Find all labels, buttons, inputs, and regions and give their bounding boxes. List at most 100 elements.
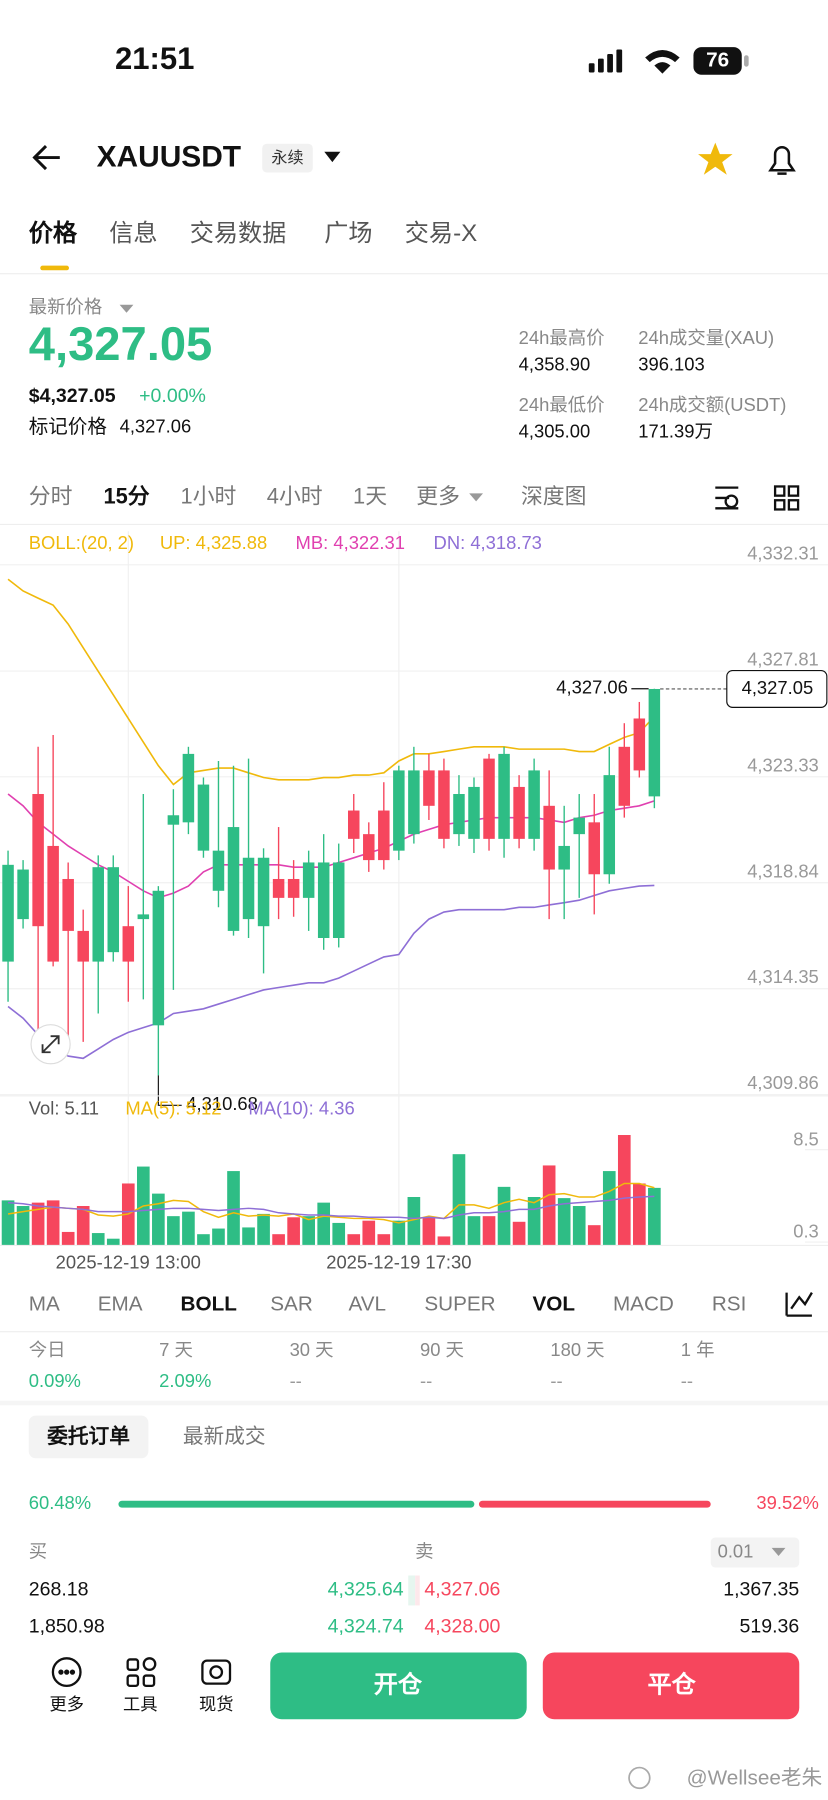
y-tick-label: 0.3 [793, 1221, 819, 1242]
legend-entry: UP: 4,325.88 [160, 532, 267, 553]
candle-body [317, 862, 330, 938]
back-icon[interactable] [32, 145, 60, 171]
bottom-icons[interactable] [51, 1657, 232, 1688]
candle-body [633, 718, 646, 771]
indicator-tab[interactable]: SUPER [424, 1293, 495, 1316]
interval[interactable]: 1小时 [181, 484, 237, 509]
candle-body [212, 850, 225, 891]
stat-value: 4,305.00 [519, 420, 591, 441]
candle-body [257, 857, 270, 927]
candle-body [603, 775, 616, 875]
watermark-logo [628, 1766, 651, 1790]
candle-body [378, 810, 390, 861]
y-tick-label: 4,314.35 [747, 966, 819, 987]
close-button[interactable] [542, 1652, 800, 1720]
x-tick-label: 2025-12-19 17:30 [326, 1252, 471, 1273]
precision-bg[interactable] [710, 1537, 800, 1568]
legend-entry: MB: 4,322.31 [296, 532, 405, 553]
tab[interactable]: 价格 [29, 220, 78, 247]
bid-amount: 1,850.98 [29, 1615, 105, 1637]
volume-bar [392, 1220, 406, 1246]
bid-price: 4,324.74 [328, 1615, 404, 1637]
candle-body [17, 869, 29, 920]
interval[interactable]: 1天 [353, 484, 387, 509]
candle-body [363, 834, 375, 861]
bottom-item[interactable]: 工具 [123, 1694, 158, 1714]
chart-tools[interactable] [715, 485, 800, 511]
y-tick-label: 8.5 [793, 1128, 819, 1149]
candle-body [62, 878, 74, 931]
ask-price: 4,327.06 [424, 1579, 500, 1601]
stat-value: 4,358.90 [519, 354, 591, 375]
volume-bar [407, 1196, 421, 1246]
indicator-tab[interactable]: BOLL [181, 1293, 237, 1316]
precision[interactable]: 0.01 [718, 1540, 754, 1561]
interval[interactable]: 更多 [416, 484, 460, 509]
usd-price: $4,327.05 [29, 385, 116, 407]
symbol[interactable]: XAUUSDT [97, 141, 241, 174]
period-label: 7 天 [159, 1339, 193, 1360]
candle-body [167, 815, 180, 825]
candle-body [438, 770, 450, 839]
volume-bar [557, 1198, 571, 1246]
indicator-tab[interactable]: RSI [712, 1293, 747, 1316]
tab[interactable]: 交易数据 [190, 220, 287, 247]
interval[interactable]: 深度图 [521, 484, 587, 509]
order-tab[interactable]: 委托订单 [46, 1424, 130, 1448]
legend-entry: MA(5): 5.12 [125, 1098, 221, 1119]
candle-body [648, 688, 661, 797]
candle-body [122, 926, 135, 962]
open-button[interactable] [270, 1652, 527, 1720]
close-label[interactable]: 平仓 [647, 1670, 696, 1698]
candle-body [287, 878, 300, 898]
y-tick-label: 4,327.81 [747, 649, 819, 670]
volume-bar [167, 1216, 180, 1246]
indicator-tab[interactable]: MACD [613, 1293, 674, 1316]
interval[interactable]: 分时 [29, 484, 73, 509]
expand-icon[interactable] [30, 1024, 71, 1065]
bell-icon[interactable] [768, 145, 796, 175]
volume-bar [91, 1233, 105, 1246]
candle-body [393, 770, 405, 851]
open-label[interactable]: 开仓 [374, 1670, 423, 1698]
indicator-settings-icon[interactable] [785, 1292, 813, 1317]
tab[interactable]: 广场 [324, 220, 372, 247]
sell-ratio-bar [478, 1500, 711, 1508]
volume-bar [617, 1135, 631, 1246]
high-label: 4,327.06 [556, 677, 628, 698]
tab[interactable]: 信息 [109, 220, 157, 247]
star-icon[interactable] [698, 142, 733, 175]
sell-label: 卖 [415, 1540, 433, 1561]
indicator-tab[interactable]: EMA [98, 1293, 143, 1316]
bottom-item[interactable]: 现货 [199, 1694, 234, 1714]
tab-bg [28, 1415, 149, 1459]
badge: 永续 [271, 149, 303, 167]
candle-body [453, 794, 465, 835]
boll-line [7, 578, 655, 786]
candle-body [423, 770, 435, 806]
dropdown-icon[interactable] [324, 151, 341, 163]
depth-bg [415, 1575, 420, 1606]
indicator-tab[interactable]: SAR [270, 1293, 313, 1316]
period-label: 180 天 [550, 1339, 604, 1360]
stat-label: 24h最高价 [519, 327, 605, 348]
dropdown-icon[interactable] [469, 493, 483, 502]
bottom-item[interactable]: 更多 [49, 1694, 84, 1714]
dropdown-icon [119, 304, 134, 313]
interval[interactable]: 15分 [104, 484, 150, 509]
dropdown-icon [771, 1547, 786, 1556]
indicator-tab[interactable]: VOL [532, 1293, 575, 1316]
indicator-tab[interactable]: AVL [348, 1293, 386, 1316]
volume-bar [287, 1217, 300, 1246]
order-tab[interactable]: 最新成交 [183, 1425, 266, 1448]
candle-body [348, 810, 360, 839]
candle-body [227, 827, 240, 931]
mark-price: 4,327.06 [120, 416, 192, 437]
interval[interactable]: 4小时 [267, 484, 323, 509]
mark-label: 标记价格 [29, 416, 108, 438]
indicator-tab[interactable]: MA [29, 1293, 60, 1316]
candle-body [558, 845, 570, 870]
candle-body [182, 753, 195, 823]
stat-value: 171.39万 [638, 420, 713, 441]
tab[interactable]: 交易-X [405, 220, 477, 247]
